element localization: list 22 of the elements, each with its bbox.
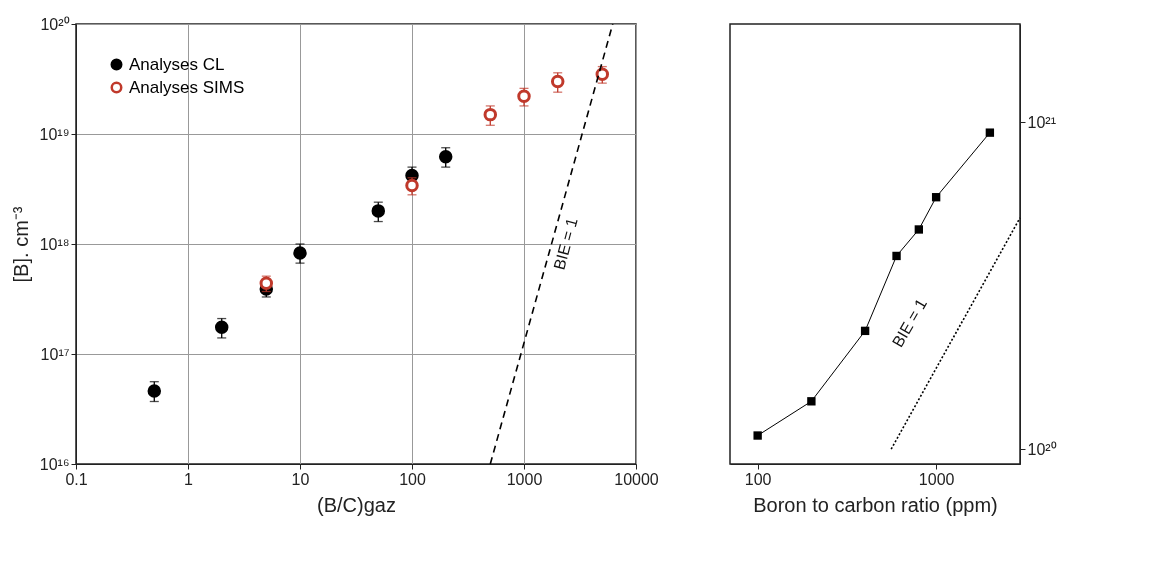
x-tick-label: 0.1 bbox=[65, 470, 88, 488]
y-tick-label: 10¹⁶ bbox=[39, 455, 70, 473]
x-tick-label: 100 bbox=[744, 470, 772, 488]
y-tick-label: 10²¹ bbox=[1027, 113, 1056, 131]
y-tick-label: 10²⁰ bbox=[40, 15, 70, 33]
y-tick-label: 10¹⁹ bbox=[39, 125, 70, 143]
x-tick-label: 10 bbox=[291, 470, 310, 488]
y-tick-label: 10¹⁷ bbox=[40, 345, 70, 363]
legend-label: Analyses CL bbox=[129, 54, 225, 74]
y-tick-label: 10¹⁸ bbox=[39, 235, 70, 253]
x-tick-label: 1000 bbox=[918, 470, 955, 488]
x-tick-label: 10000 bbox=[614, 470, 659, 488]
y-axis-title: [B]. cm⁻³ bbox=[9, 206, 32, 283]
x-tick-label: 1000 bbox=[506, 470, 543, 488]
annotation: BIE = 1 bbox=[888, 295, 931, 351]
x-axis-title: Boron to carbon ratio (ppm) bbox=[753, 493, 998, 516]
legend-label: Analyses SIMS bbox=[129, 77, 245, 97]
x-axis-title: (B/C)gaz bbox=[317, 493, 396, 516]
x-tick-label: 100 bbox=[399, 470, 426, 488]
x-tick-label: 1 bbox=[184, 470, 194, 488]
annotation: BIE = 1 bbox=[550, 216, 581, 272]
y-tick-label: 10²⁰ bbox=[1027, 440, 1057, 458]
